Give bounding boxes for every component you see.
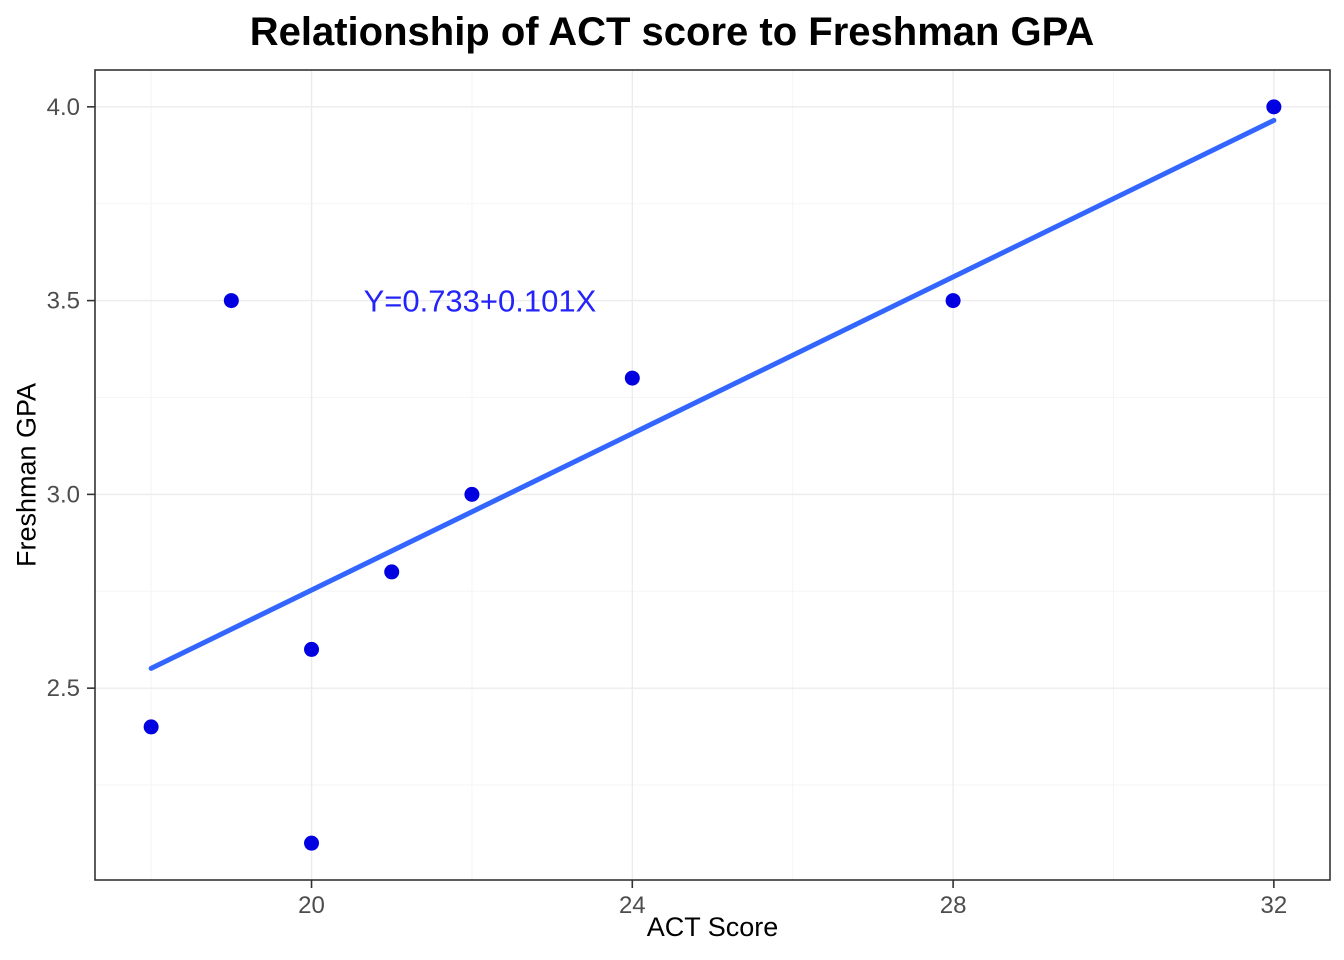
data-point: [143, 719, 159, 735]
y-tick-label: 3.5: [47, 288, 80, 315]
y-tick-label: 4.0: [47, 94, 80, 121]
y-tick-label: 2.5: [47, 675, 80, 702]
x-tick-label: 32: [1261, 892, 1288, 919]
y-axis-title: Freshman GPA: [11, 382, 42, 568]
x-tick-label: 28: [940, 892, 967, 919]
data-point: [464, 486, 480, 502]
regression-equation-label: Y=0.733+0.101X: [364, 284, 597, 319]
y-tick-label: 3.0: [47, 481, 80, 508]
panel-border: [94, 69, 1331, 881]
chart-title: Relationship of ACT score to Freshman GP…: [249, 10, 1095, 54]
data-point: [384, 564, 400, 580]
data-point: [304, 641, 320, 657]
x-tick-label: 20: [298, 892, 325, 919]
data-point: [304, 835, 320, 851]
x-tick-label: 24: [619, 892, 646, 919]
x-axis-title: ACT Score: [646, 912, 779, 942]
data-point: [1266, 99, 1282, 115]
data-point: [945, 293, 961, 309]
regression-line: [148, 117, 1277, 671]
data-point: [223, 293, 239, 309]
data-point: [624, 370, 640, 386]
